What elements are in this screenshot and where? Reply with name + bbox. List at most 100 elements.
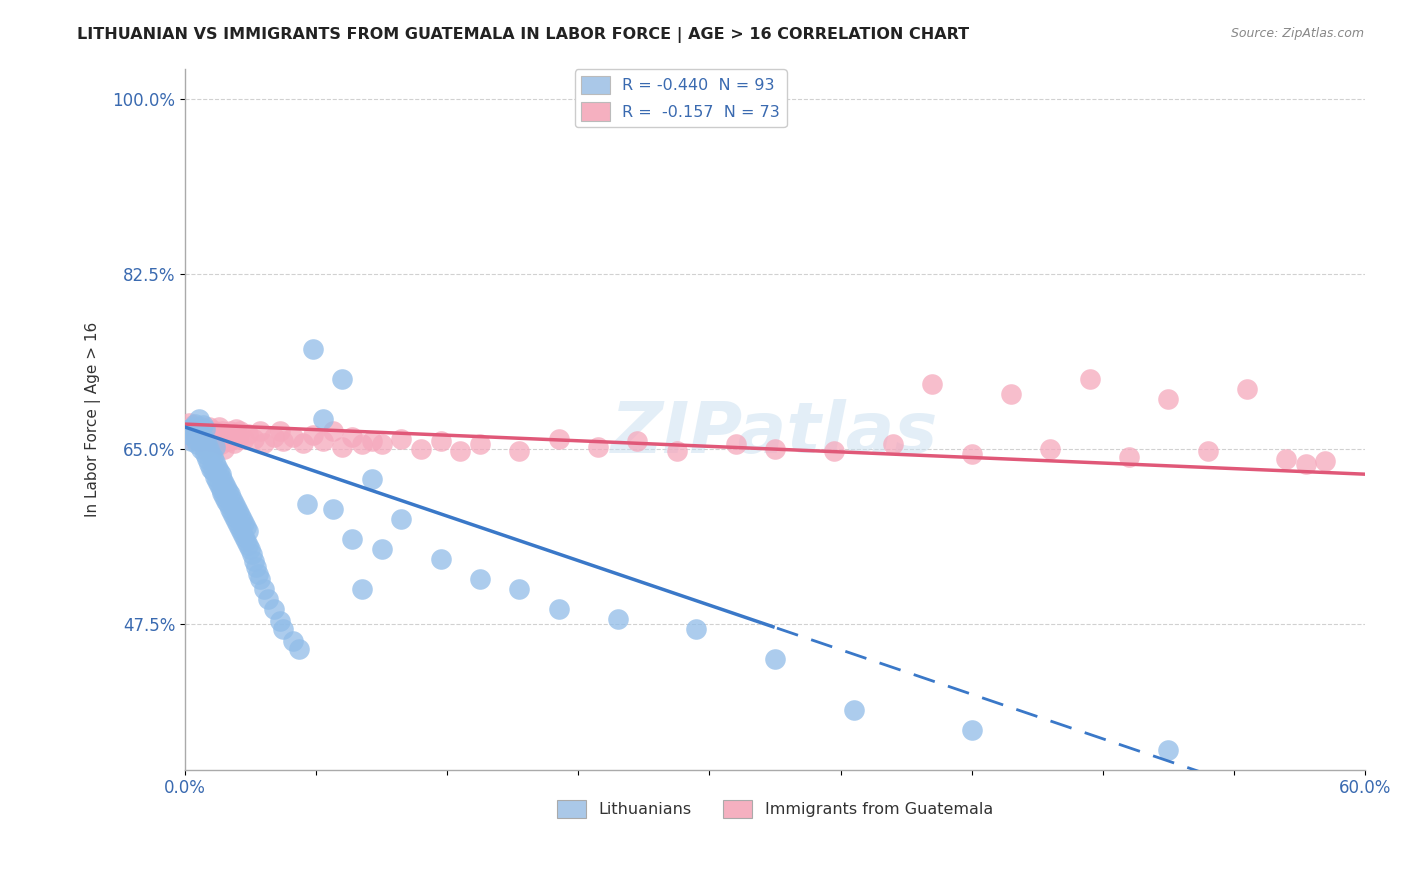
Point: [1315, 454, 1337, 468]
Point: [342, 430, 364, 444]
Point: [269, 615, 291, 629]
Point: [207, 478, 229, 492]
Point: [1000, 387, 1022, 401]
Text: ZIPatlas: ZIPatlas: [612, 399, 939, 467]
Point: [273, 623, 295, 637]
Point: [253, 436, 276, 450]
Point: [214, 442, 236, 457]
Point: [342, 533, 364, 547]
Point: [229, 424, 252, 438]
Point: [226, 432, 249, 446]
Point: [194, 434, 217, 449]
Point: [201, 428, 224, 442]
Point: [235, 520, 257, 534]
Point: [186, 422, 208, 436]
Point: [204, 440, 226, 454]
Point: [665, 444, 688, 458]
Point: [626, 434, 648, 449]
Point: [205, 432, 228, 446]
Point: [1157, 742, 1180, 756]
Point: [195, 452, 218, 467]
Point: [194, 447, 217, 461]
Point: [231, 512, 253, 526]
Point: [288, 642, 311, 657]
Point: [1197, 444, 1219, 458]
Point: [190, 442, 212, 457]
Point: [269, 424, 291, 438]
Point: [263, 430, 285, 444]
Point: [187, 424, 209, 438]
Point: [371, 437, 394, 451]
Point: [184, 417, 207, 431]
Point: [181, 418, 204, 433]
Point: [191, 432, 214, 446]
Point: [211, 486, 233, 500]
Point: [176, 424, 198, 438]
Point: [468, 437, 491, 451]
Point: [1295, 457, 1317, 471]
Point: [187, 434, 209, 449]
Point: [685, 623, 707, 637]
Point: [184, 427, 207, 442]
Point: [221, 432, 243, 446]
Point: [200, 447, 222, 461]
Point: [224, 436, 246, 450]
Point: [197, 442, 219, 457]
Point: [763, 652, 786, 666]
Point: [332, 372, 354, 386]
Point: [389, 432, 412, 446]
Point: [219, 502, 242, 516]
Point: [209, 437, 232, 451]
Point: [547, 432, 569, 446]
Point: [239, 542, 262, 557]
Point: [225, 514, 247, 528]
Point: [508, 444, 530, 458]
Point: [245, 560, 267, 574]
Point: [209, 467, 232, 482]
Point: [249, 572, 271, 586]
Point: [224, 496, 246, 510]
Point: [312, 434, 335, 449]
Point: [219, 487, 242, 501]
Point: [371, 542, 394, 557]
Point: [921, 377, 943, 392]
Point: [207, 420, 229, 434]
Text: LITHUANIAN VS IMMIGRANTS FROM GUATEMALA IN LABOR FORCE | AGE > 16 CORRELATION CH: LITHUANIAN VS IMMIGRANTS FROM GUATEMALA …: [77, 27, 970, 43]
Point: [842, 702, 865, 716]
Point: [177, 416, 200, 430]
Point: [211, 424, 233, 438]
Point: [211, 472, 233, 486]
Point: [389, 512, 412, 526]
Point: [449, 444, 471, 458]
Point: [1157, 392, 1180, 406]
Point: [184, 432, 207, 446]
Point: [724, 437, 747, 451]
Point: [273, 434, 295, 449]
Point: [763, 442, 786, 457]
Point: [295, 497, 318, 511]
Text: Source: ZipAtlas.com: Source: ZipAtlas.com: [1230, 27, 1364, 40]
Point: [225, 500, 247, 515]
Point: [229, 522, 252, 536]
Point: [322, 424, 344, 438]
Point: [823, 444, 845, 458]
Point: [215, 480, 238, 494]
Point: [214, 490, 236, 504]
Point: [1236, 382, 1258, 396]
Point: [236, 538, 259, 552]
Point: [302, 342, 325, 356]
Point: [201, 450, 224, 464]
Point: [882, 437, 904, 451]
Point: [960, 723, 983, 737]
Point: [243, 554, 266, 568]
Point: [229, 508, 252, 523]
Point: [215, 494, 238, 508]
Point: [200, 434, 222, 449]
Point: [197, 457, 219, 471]
Point: [195, 437, 218, 451]
Point: [205, 474, 228, 488]
Point: [200, 462, 222, 476]
Point: [468, 572, 491, 586]
Point: [181, 420, 204, 434]
Point: [191, 430, 214, 444]
